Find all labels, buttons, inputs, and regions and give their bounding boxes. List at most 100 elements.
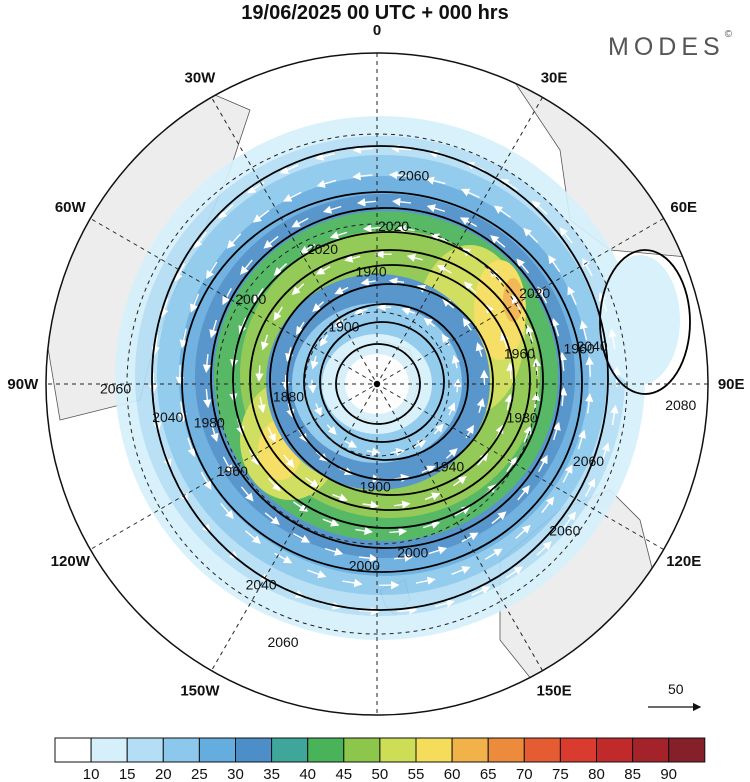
wind-arrow (285, 347, 294, 363)
wind-arrow (397, 224, 415, 234)
wind-arrow (362, 224, 381, 233)
wind-arrow (462, 317, 472, 331)
contour-label-text: 1960 (564, 340, 595, 356)
contour-label-text: 1900 (360, 479, 391, 495)
colorbar-label: 65 (480, 766, 497, 782)
wind-arrow (174, 263, 186, 282)
wind-arrow (515, 524, 531, 540)
wind-arrow (401, 307, 415, 316)
wind-arrow (477, 452, 489, 466)
longitude-label: 150W (180, 683, 220, 700)
wind-arrow (517, 485, 530, 501)
contour-label: 1900 (328, 319, 359, 335)
contour-label: 1940 (356, 264, 387, 280)
contour-label-text: 2040 (577, 338, 608, 354)
wind-arrow (283, 191, 302, 202)
colorbar-label: 85 (624, 766, 641, 782)
contour-label: 1880 (273, 388, 304, 404)
wind-arrow (523, 425, 532, 443)
wind-arrow (344, 254, 361, 263)
wind-arrow (226, 233, 242, 249)
contour-label-text: 2080 (665, 397, 696, 413)
wind-arrow (505, 566, 523, 579)
wind-arrow (299, 243, 316, 254)
wind-arrow (434, 599, 455, 608)
brand-text: MODES (608, 33, 725, 61)
contour-label-text: 2000 (397, 544, 428, 560)
wind-arrow (394, 473, 410, 483)
wind-arrow (263, 235, 279, 249)
wind-arrow (179, 328, 188, 349)
colorbar-box (632, 737, 670, 763)
wind-arrow (422, 520, 441, 529)
wind-arrow (506, 456, 517, 473)
contour-label-text: 2040 (246, 577, 277, 593)
wind-arrow (445, 448, 458, 459)
wind-arrow (394, 500, 411, 509)
wind-arrow (559, 227, 573, 244)
wind-arrow (577, 429, 586, 450)
wind-arrow (390, 144, 412, 153)
wind-arrow (397, 606, 418, 615)
colorbar-box (451, 737, 489, 763)
wind-arrow (342, 578, 363, 588)
wind-arrow (423, 317, 436, 327)
contour-label: 2040 (577, 338, 608, 354)
colorbar-box (596, 737, 634, 763)
contour-label-text: 2020 (307, 241, 338, 257)
contour-label: 2000 (349, 558, 380, 574)
colorbar-box (415, 737, 453, 763)
colorbar-box (307, 737, 345, 763)
wind-arrow (406, 253, 423, 262)
contour-label-text: 2000 (349, 558, 380, 574)
wind-arrow (274, 552, 293, 564)
wind-arrow (355, 526, 373, 536)
contour-label-text: 1980 (194, 415, 225, 431)
wind-arrow (153, 411, 162, 432)
wind-arrow (319, 334, 329, 347)
wind-arrow (352, 172, 373, 181)
contour-label-text: 2060 (267, 634, 298, 650)
colorbar-box (126, 737, 164, 763)
wind-arrow (322, 518, 340, 527)
contour-label-text: 2020 (378, 218, 409, 234)
wind-arrow (582, 257, 593, 277)
contour-label-text: 1930 (507, 410, 538, 426)
wind-arrow (608, 328, 617, 349)
wind-arrow (451, 354, 460, 369)
longitude-label: 120W (51, 553, 91, 570)
colorbar-box (54, 737, 92, 763)
wind-arrow (454, 506, 471, 517)
wind-arrow (391, 197, 411, 207)
colorbar-box (343, 737, 381, 763)
colorbar-label: 40 (299, 766, 316, 782)
colorbar-label: 30 (227, 766, 244, 782)
contour-2040 (181, 191, 583, 573)
wind-arrow (433, 423, 444, 435)
wind-arrow (538, 454, 548, 473)
wind-arrow (253, 287, 264, 304)
wind-arrow (203, 389, 212, 409)
contour-label: 2020 (519, 285, 550, 301)
wind-arrow (511, 294, 522, 311)
wind-arrow (362, 500, 379, 510)
wind-arrow (558, 351, 567, 371)
wind-arrow (245, 530, 261, 544)
colorbar-label: 35 (263, 766, 280, 782)
contour-label: 2080 (665, 397, 696, 413)
wind-arrow (308, 379, 317, 394)
wind-arrow (202, 354, 212, 374)
wind-arrow (334, 286, 349, 295)
contour-labels: 2060 2020 2020 1940 2000 1900 1880 1980 2040 2060… (100, 167, 697, 650)
wind-arrow (190, 293, 200, 313)
wind-arrow (453, 378, 462, 393)
wind-arrow (389, 527, 408, 536)
wind-arrow (279, 164, 299, 174)
wind-arrow (200, 471, 212, 490)
wind-arrow (390, 447, 405, 457)
colorbar-box (379, 737, 417, 763)
wind-arrow (310, 355, 319, 370)
wind-arrow (506, 362, 515, 379)
colorbar-label: 50 (372, 766, 389, 782)
wind-arrow (567, 286, 577, 305)
